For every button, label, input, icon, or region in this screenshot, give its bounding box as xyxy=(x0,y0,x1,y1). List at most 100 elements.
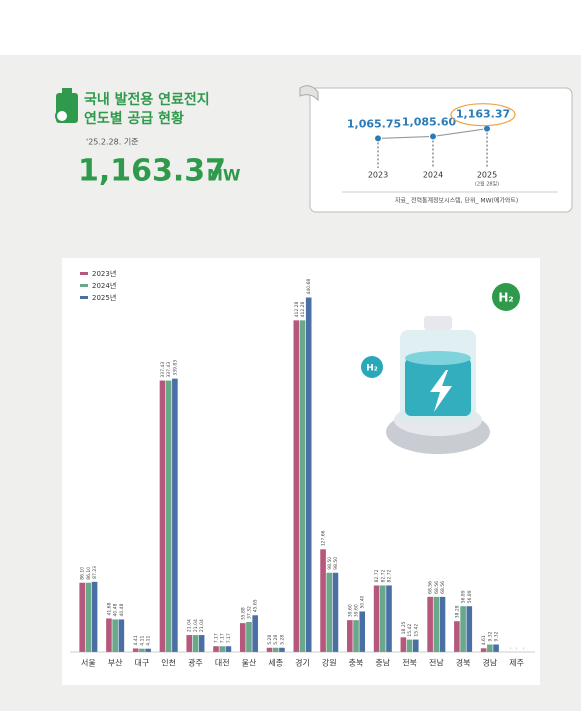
x-tick-label: 경남 xyxy=(482,658,497,668)
bar xyxy=(427,596,433,652)
total-unit: MW xyxy=(207,166,241,185)
bar xyxy=(326,572,333,652)
value-label: 56.89 xyxy=(467,590,473,603)
value-label: 337.43 xyxy=(166,362,172,378)
x-tick-label: 세종 xyxy=(268,659,283,668)
bar xyxy=(347,620,353,652)
value-label: 4.11 xyxy=(139,636,145,646)
bar xyxy=(118,619,125,652)
value-label: 35.88 xyxy=(240,607,246,620)
battery-illustration xyxy=(386,316,490,454)
value-label: 412.28 xyxy=(294,301,300,317)
point xyxy=(429,132,437,141)
value-label: 21.04 xyxy=(193,619,199,632)
x-tick-label: 제주 xyxy=(509,659,524,668)
x-tick-label: 충북 xyxy=(349,659,364,668)
bar xyxy=(272,647,279,652)
x-tick-label: 강원 xyxy=(322,658,337,668)
value-label: 9.32 xyxy=(487,631,493,641)
bar xyxy=(85,582,92,652)
bar xyxy=(454,621,460,652)
bar xyxy=(79,582,85,652)
total: 1,163.37 xyxy=(78,154,226,189)
value-label: 50.40 xyxy=(360,595,366,608)
x-tick-label: 광주 xyxy=(188,658,203,668)
value-label: 87.23 xyxy=(92,566,98,579)
top-band xyxy=(0,0,581,55)
value-label: 4.11 xyxy=(146,636,152,646)
value-label: 68.56 xyxy=(440,581,446,594)
bar xyxy=(165,380,172,652)
badge xyxy=(361,356,383,378)
title-line: 국내 발전용 연료전지 xyxy=(84,91,210,108)
value-label: 7.17 xyxy=(220,633,226,643)
x-tick-label: 경북 xyxy=(456,658,471,668)
value-label: 18.25 xyxy=(401,621,407,634)
value-label: - xyxy=(515,647,520,649)
badge-text: H₂ xyxy=(498,291,513,305)
title-line: 연도별 공급 현황 xyxy=(84,110,184,127)
value-label: 4.41 xyxy=(133,635,139,645)
bar xyxy=(106,618,112,652)
value-label: 41.68 xyxy=(106,602,112,615)
bar xyxy=(439,596,446,652)
x-tick-label: 대전 xyxy=(215,658,230,668)
x-tick-label: 2024 xyxy=(423,171,443,180)
value-label: 127.66 xyxy=(321,530,327,546)
value-label: 39.60 xyxy=(347,604,353,617)
value-label: 39.60 xyxy=(354,604,360,617)
value-label: 7.17 xyxy=(226,633,232,643)
value-label: 1,065.75 xyxy=(347,117,401,130)
x-tick-label: 대구 xyxy=(135,659,150,668)
x-tick-label: 충남 xyxy=(375,659,390,668)
value-label: 15.42 xyxy=(407,624,413,637)
bar xyxy=(239,623,246,652)
bar xyxy=(219,646,226,652)
value-label: 4.61 xyxy=(481,635,487,645)
legend-label: 2025년 xyxy=(92,293,116,302)
value-label: 98.50 xyxy=(327,557,333,570)
bar xyxy=(159,380,166,652)
bar xyxy=(198,635,205,652)
bar xyxy=(213,646,219,652)
value-label: 21.04 xyxy=(199,619,205,632)
bar xyxy=(406,639,413,652)
bar xyxy=(299,320,306,652)
bar xyxy=(145,648,151,652)
point xyxy=(374,134,382,143)
value-label: 412.28 xyxy=(300,301,306,317)
legend-swatch xyxy=(80,296,88,299)
value-label: 40.48 xyxy=(119,603,125,616)
icon xyxy=(55,88,78,123)
bar xyxy=(186,635,193,652)
bar xyxy=(412,639,419,652)
value-label: 82.72 xyxy=(386,569,392,582)
mini-panel xyxy=(309,87,573,213)
bar xyxy=(320,549,326,652)
value-label: 82.72 xyxy=(380,569,386,582)
bar xyxy=(466,606,473,652)
x-tick-label: 부산 xyxy=(108,658,123,668)
value-label: 45.65 xyxy=(253,599,259,612)
bar xyxy=(386,585,392,652)
value-label: 86.10 xyxy=(80,567,86,580)
x-tick-label: 경기 xyxy=(295,658,310,668)
value-label: 21.04 xyxy=(187,619,193,632)
value-label: 38.28 xyxy=(454,605,460,618)
bar xyxy=(373,585,380,652)
bar xyxy=(493,644,499,652)
value-label: 5.28 xyxy=(279,635,285,645)
bar xyxy=(332,572,339,652)
bar xyxy=(305,297,312,652)
x-tick-label: 서울 xyxy=(81,659,96,668)
bar xyxy=(353,620,359,652)
value-label: 5.28 xyxy=(273,635,279,645)
legend-label: 2024년 xyxy=(92,281,116,290)
date: '25.2.28. 기준 xyxy=(86,138,139,147)
value-label: 37.32 xyxy=(246,606,252,619)
x-tick-label: 인천 xyxy=(161,658,176,668)
value-label: 9.32 xyxy=(494,631,500,641)
x-tick-label: 울산 xyxy=(242,658,257,668)
